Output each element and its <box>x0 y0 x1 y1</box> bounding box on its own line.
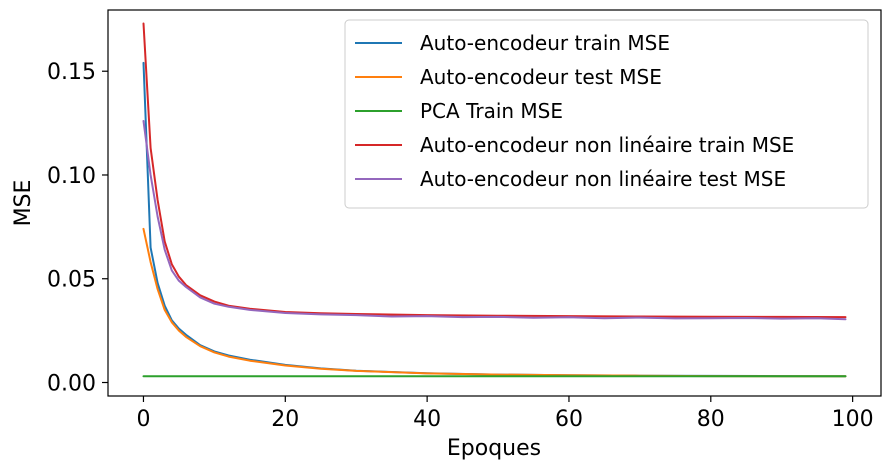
x-tick-label: 80 <box>697 407 725 432</box>
x-tick-label: 40 <box>413 407 441 432</box>
legend-label-5: Auto-encodeur non linéaire test MSE <box>420 167 786 191</box>
x-axis-ticks: 0 20 40 60 80 100 <box>136 396 874 432</box>
series-line-4 <box>142 22 847 319</box>
series-line-5 <box>142 120 847 321</box>
legend-label-2: Auto-encodeur test MSE <box>420 65 662 89</box>
y-tick-label: 0.15 <box>47 60 96 85</box>
legend-label-4: Auto-encodeur non linéaire train MSE <box>420 133 794 157</box>
series-line-2 <box>142 227 847 378</box>
x-tick-label: 0 <box>136 407 150 432</box>
y-tick-label: 0.00 <box>47 372 96 397</box>
x-axis-label: Epoques <box>447 436 541 461</box>
x-tick-label: 20 <box>271 407 299 432</box>
x-tick-label: 60 <box>555 407 583 432</box>
y-axis-label: MSE <box>11 180 36 227</box>
y-axis-ticks: 0.00 0.05 0.10 0.15 <box>47 60 108 397</box>
x-tick-label: 100 <box>832 407 874 432</box>
plot-lines <box>142 22 847 378</box>
y-tick-label: 0.05 <box>47 268 96 293</box>
plot-frame <box>107 9 882 397</box>
legend-label-3: PCA Train MSE <box>420 99 563 123</box>
y-tick-label: 0.10 <box>47 164 96 189</box>
legend-box <box>344 19 869 209</box>
legend: Auto-encodeur train MSE Auto-encodeur tes… <box>344 19 869 209</box>
legend-label-1: Auto-encodeur train MSE <box>420 31 670 55</box>
